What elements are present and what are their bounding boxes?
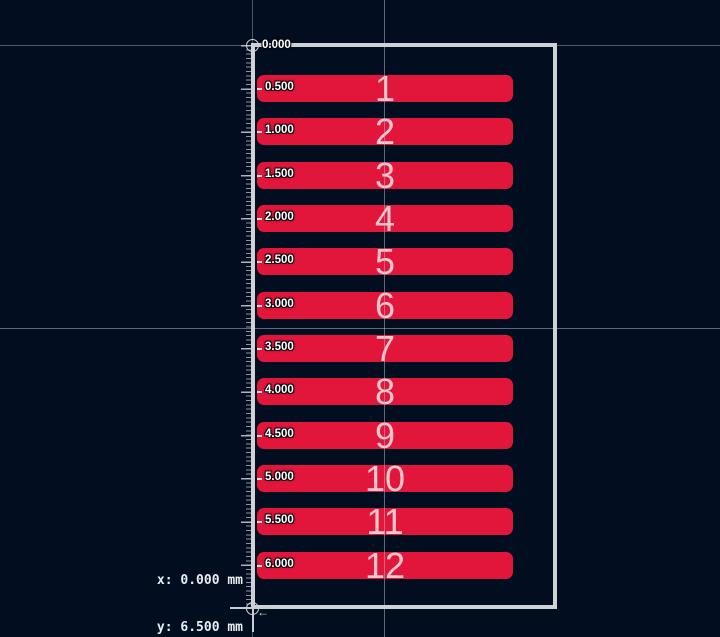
board-outline <box>251 43 557 609</box>
pad-8[interactable]: 4.000 8 <box>257 374 513 410</box>
pad-4[interactable]: 2.000 4 <box>257 201 513 237</box>
ruler-major-tick <box>257 260 262 263</box>
ruler-tick-label: 5.500 <box>265 514 294 526</box>
pad-number: 5 <box>374 241 396 282</box>
pad-number: 3 <box>374 155 396 196</box>
ruler-tick-label: 6.000 <box>265 558 294 570</box>
ruler-major-tick <box>257 87 262 90</box>
pad-9[interactable]: 4.500 9 <box>257 418 513 454</box>
pad-number: 2 <box>374 111 396 152</box>
pad-number: 7 <box>374 328 396 369</box>
ruler-major-tick <box>257 477 262 480</box>
ruler-major-tick <box>257 564 262 567</box>
ruler-tick-label: 0.500 <box>265 81 294 93</box>
pad-11[interactable]: 5.500 11 <box>257 504 513 540</box>
pad-number: 11 <box>366 501 404 542</box>
ruler-tick-label: 2.500 <box>265 254 294 266</box>
pad-2[interactable]: 1.000 2 <box>257 114 513 150</box>
ruler-major-tick <box>257 434 262 437</box>
ruler-major-tick <box>257 347 262 350</box>
readout-y: y: 6.500 mm <box>156 619 243 635</box>
ruler-minor-ticks <box>246 45 251 609</box>
ruler-tick-label: 3.000 <box>265 298 294 310</box>
pad-number: 6 <box>374 285 396 326</box>
pad-5[interactable]: 2.500 5 <box>257 244 513 280</box>
ruler-major-tick <box>257 390 262 393</box>
cursor-crosshair-marker[interactable] <box>246 602 259 615</box>
ruler-tick-label: 2.000 <box>265 211 294 223</box>
pad-1[interactable]: 0.500 1 <box>257 71 513 107</box>
cursor-readout: x: 0.000 mm y: 6.500 mm r: 6.500 mm θ: −… <box>100 542 243 637</box>
ruler-line <box>251 45 254 608</box>
pad-7[interactable]: 3.500 7 <box>257 331 513 367</box>
ruler-tick-label: 4.000 <box>265 384 294 396</box>
ruler-arrow-icon: ← <box>257 605 269 619</box>
grid-vertical-axis-line <box>384 0 385 637</box>
ruler-major-tick <box>257 520 262 523</box>
pad-3[interactable]: 1.500 3 <box>257 158 513 194</box>
ruler-origin-marker[interactable] <box>246 39 259 52</box>
pad-number: 8 <box>374 371 396 412</box>
ruler-origin-label: 0.000 <box>262 39 291 51</box>
readout-x: x: 0.000 mm <box>156 573 243 588</box>
ruler-tick-label: 1.500 <box>265 168 294 180</box>
ruler-major-tick <box>257 304 262 307</box>
pad-number: 1 <box>374 68 396 109</box>
pad-number: 9 <box>374 415 396 456</box>
grid-horizontal-axis-line <box>0 328 720 329</box>
ruler-tick-label: 3.500 <box>265 341 294 353</box>
ruler-tick-label: 1.000 <box>265 124 294 136</box>
ruler-major-tick <box>257 174 262 177</box>
pad-6[interactable]: 3.000 6 <box>257 288 513 324</box>
ruler-major-tick <box>257 217 262 220</box>
pad-number: 4 <box>374 198 396 239</box>
ruler-tick-label: 4.500 <box>265 428 294 440</box>
ruler-major-tick <box>257 130 262 133</box>
ruler-tick-label: 5.000 <box>265 471 294 483</box>
